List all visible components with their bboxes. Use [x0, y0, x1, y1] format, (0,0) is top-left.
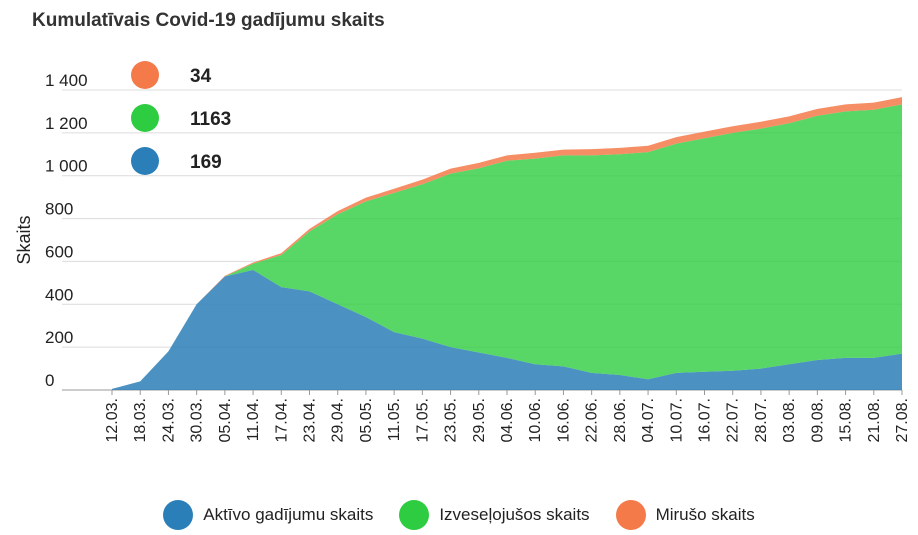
x-tick-label: 23.04. [302, 398, 319, 442]
y-axis-ticks: 0 200 400 600 800 1 000 1 200 1 400 [45, 71, 88, 390]
x-tick-label: 29.05. [471, 398, 488, 442]
x-tick-label: 28.07. [753, 398, 770, 442]
legend-item-deaths[interactable]: Mirušo skaits [615, 500, 755, 530]
x-tick-label: 17.05. [414, 398, 431, 442]
y-tick-label: 1 200 [45, 114, 88, 133]
x-tick-label: 22.07. [725, 398, 742, 442]
y-tick-label: 800 [45, 200, 73, 219]
latest-value-dot [131, 147, 159, 175]
x-tick-label: 05.04. [217, 398, 234, 442]
legend-label-recovered: Izveseļojušos skaits [439, 505, 590, 524]
legend-swatch-active [163, 500, 194, 530]
x-tick-label: 05.05. [358, 398, 375, 442]
x-tick-label: 09.08. [809, 398, 826, 442]
latest-value-label: 169 [190, 152, 222, 173]
legend-label-deaths: Mirušo skaits [655, 505, 755, 524]
y-tick-label: 400 [45, 285, 73, 304]
series-area-2[interactable] [112, 97, 902, 389]
legend: Aktīvo gadījumu skaits Izveseļojušos ska… [0, 500, 918, 530]
latest-value-dot [131, 104, 159, 132]
x-tick-label: 22.06. [584, 398, 601, 442]
y-tick-label: 1 000 [45, 157, 88, 176]
legend-swatch-recovered [399, 500, 430, 530]
y-tick-label: 0 [45, 371, 54, 390]
y-tick-label: 600 [45, 242, 73, 261]
x-tick-label: 04.06. [499, 398, 516, 442]
legend-label-active: Aktīvo gadījumu skaits [203, 505, 374, 524]
x-tick-label: 04.07. [640, 398, 657, 442]
x-tick-label: 29.04. [330, 398, 347, 442]
x-tick-label: 18.03. [132, 398, 149, 442]
x-tick-label: 23.05. [443, 398, 460, 442]
y-tick-label: 200 [45, 328, 73, 347]
latest-value-dot [131, 61, 159, 89]
x-tick-label: 11.04. [245, 398, 262, 441]
x-tick-label: 12.03. [104, 398, 121, 442]
series-area-0[interactable] [112, 270, 902, 390]
y-tick-label: 1 400 [45, 71, 88, 90]
legend-item-active[interactable]: Aktīvo gadījumu skaits [163, 500, 373, 530]
latest-value-label: 34 [190, 66, 212, 87]
x-tick-label: 16.06. [555, 398, 572, 442]
x-tick-label: 24.03. [160, 398, 177, 442]
x-tick-label: 30.03. [189, 398, 206, 442]
area-series [112, 97, 902, 390]
series-area-1[interactable] [112, 104, 902, 389]
x-tick-label: 21.08. [866, 398, 883, 442]
x-tick-label: 11.05. [386, 398, 403, 441]
x-tick-label: 15.08. [838, 398, 855, 442]
latest-value-label: 1163 [190, 109, 231, 130]
x-tick-label: 27.08. [894, 398, 911, 442]
x-axis-ticks: 12.03. 18.03. 24.03. 30.03. 05.04. 11.04. 17.0… [104, 390, 911, 442]
x-tick-label: 28.06. [612, 398, 629, 442]
x-tick-label: 16.07. [697, 398, 714, 442]
chart-title: Kumulatīvais Covid-19 gadījumu skaits [32, 10, 385, 31]
x-tick-label: 17.04. [273, 398, 290, 442]
legend-swatch-deaths [615, 500, 646, 530]
x-tick-label: 03.08. [781, 398, 798, 442]
x-tick-label: 10.07. [668, 398, 685, 442]
x-tick-label: 10.06. [527, 398, 544, 442]
legend-item-recovered[interactable]: Izveseļojušos skaits [399, 500, 590, 530]
y-axis-label: Skaits [14, 215, 34, 264]
latest-values: 34 1163 169 [131, 61, 231, 175]
